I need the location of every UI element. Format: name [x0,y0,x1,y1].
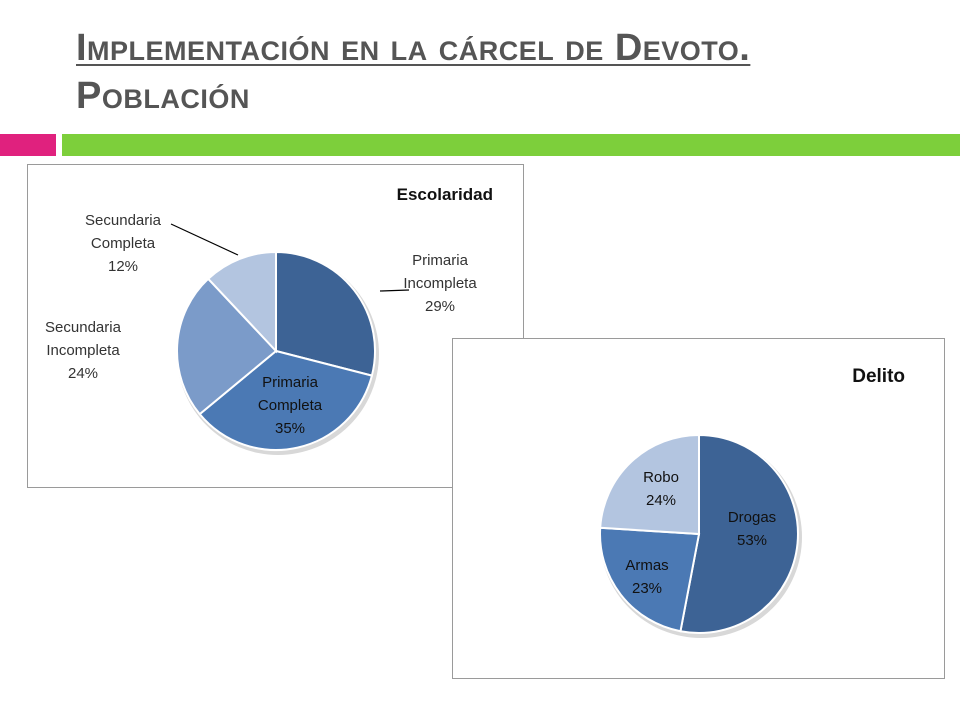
escolaridad-chart: Escolaridad Primaria Incompleta 29% Primaria… [27,164,524,488]
escolaridad-leader-secundaria-completa [170,223,239,256]
delito-chart: Delito Drogas 53% Armas 23% Robo 24% [452,338,945,679]
escolaridad-label-secundaria-completa: Secundaria Completa 12% [85,212,162,275]
delito-label-robo: Robo 24% [643,469,679,509]
escolaridad-chart-title: Escolaridad [397,185,493,204]
slide-title: Implementación en la cárcel de Devoto. P… [76,24,936,120]
escolaridad-slice-primaria-completa [198,349,374,451]
escolaridad-label-primaria-incompleta: Primaria Incompleta 29% [403,252,477,315]
escolaridad-label-primaria-completa: Primaria Completa 35% [258,374,323,437]
delito-label-drogas: Drogas 53% [728,509,776,549]
pink-accent-bar [0,134,56,156]
slide-title-line1: Implementación en la cárcel de Devoto. [76,27,751,69]
escolaridad-slice-secundaria-completa [206,250,277,354]
delito-pie-svg: Delito Drogas 53% Armas 23% Robo 24% [599,366,905,638]
escolaridad-label-secundaria-incompleta: Secundaria Incompleta 24% [45,319,122,382]
escolaridad-leader-primaria-incompleta [379,289,410,292]
green-accent-bar [62,134,960,156]
slide-title-line2: Población [76,75,250,117]
escolaridad-pie-svg: Escolaridad Primaria Incompleta 29% Primaria… [45,185,493,455]
delito-slice-drogas [679,433,799,634]
escolaridad-slice-secundaria-incompleta [176,277,278,416]
escolaridad-slice-primaria-incompleta [275,250,376,377]
delito-label-armas: Armas 23% [625,557,668,597]
delito-chart-title: Delito [852,366,905,387]
delito-slice-robo [599,433,700,536]
delito-slice-armas [599,526,701,633]
